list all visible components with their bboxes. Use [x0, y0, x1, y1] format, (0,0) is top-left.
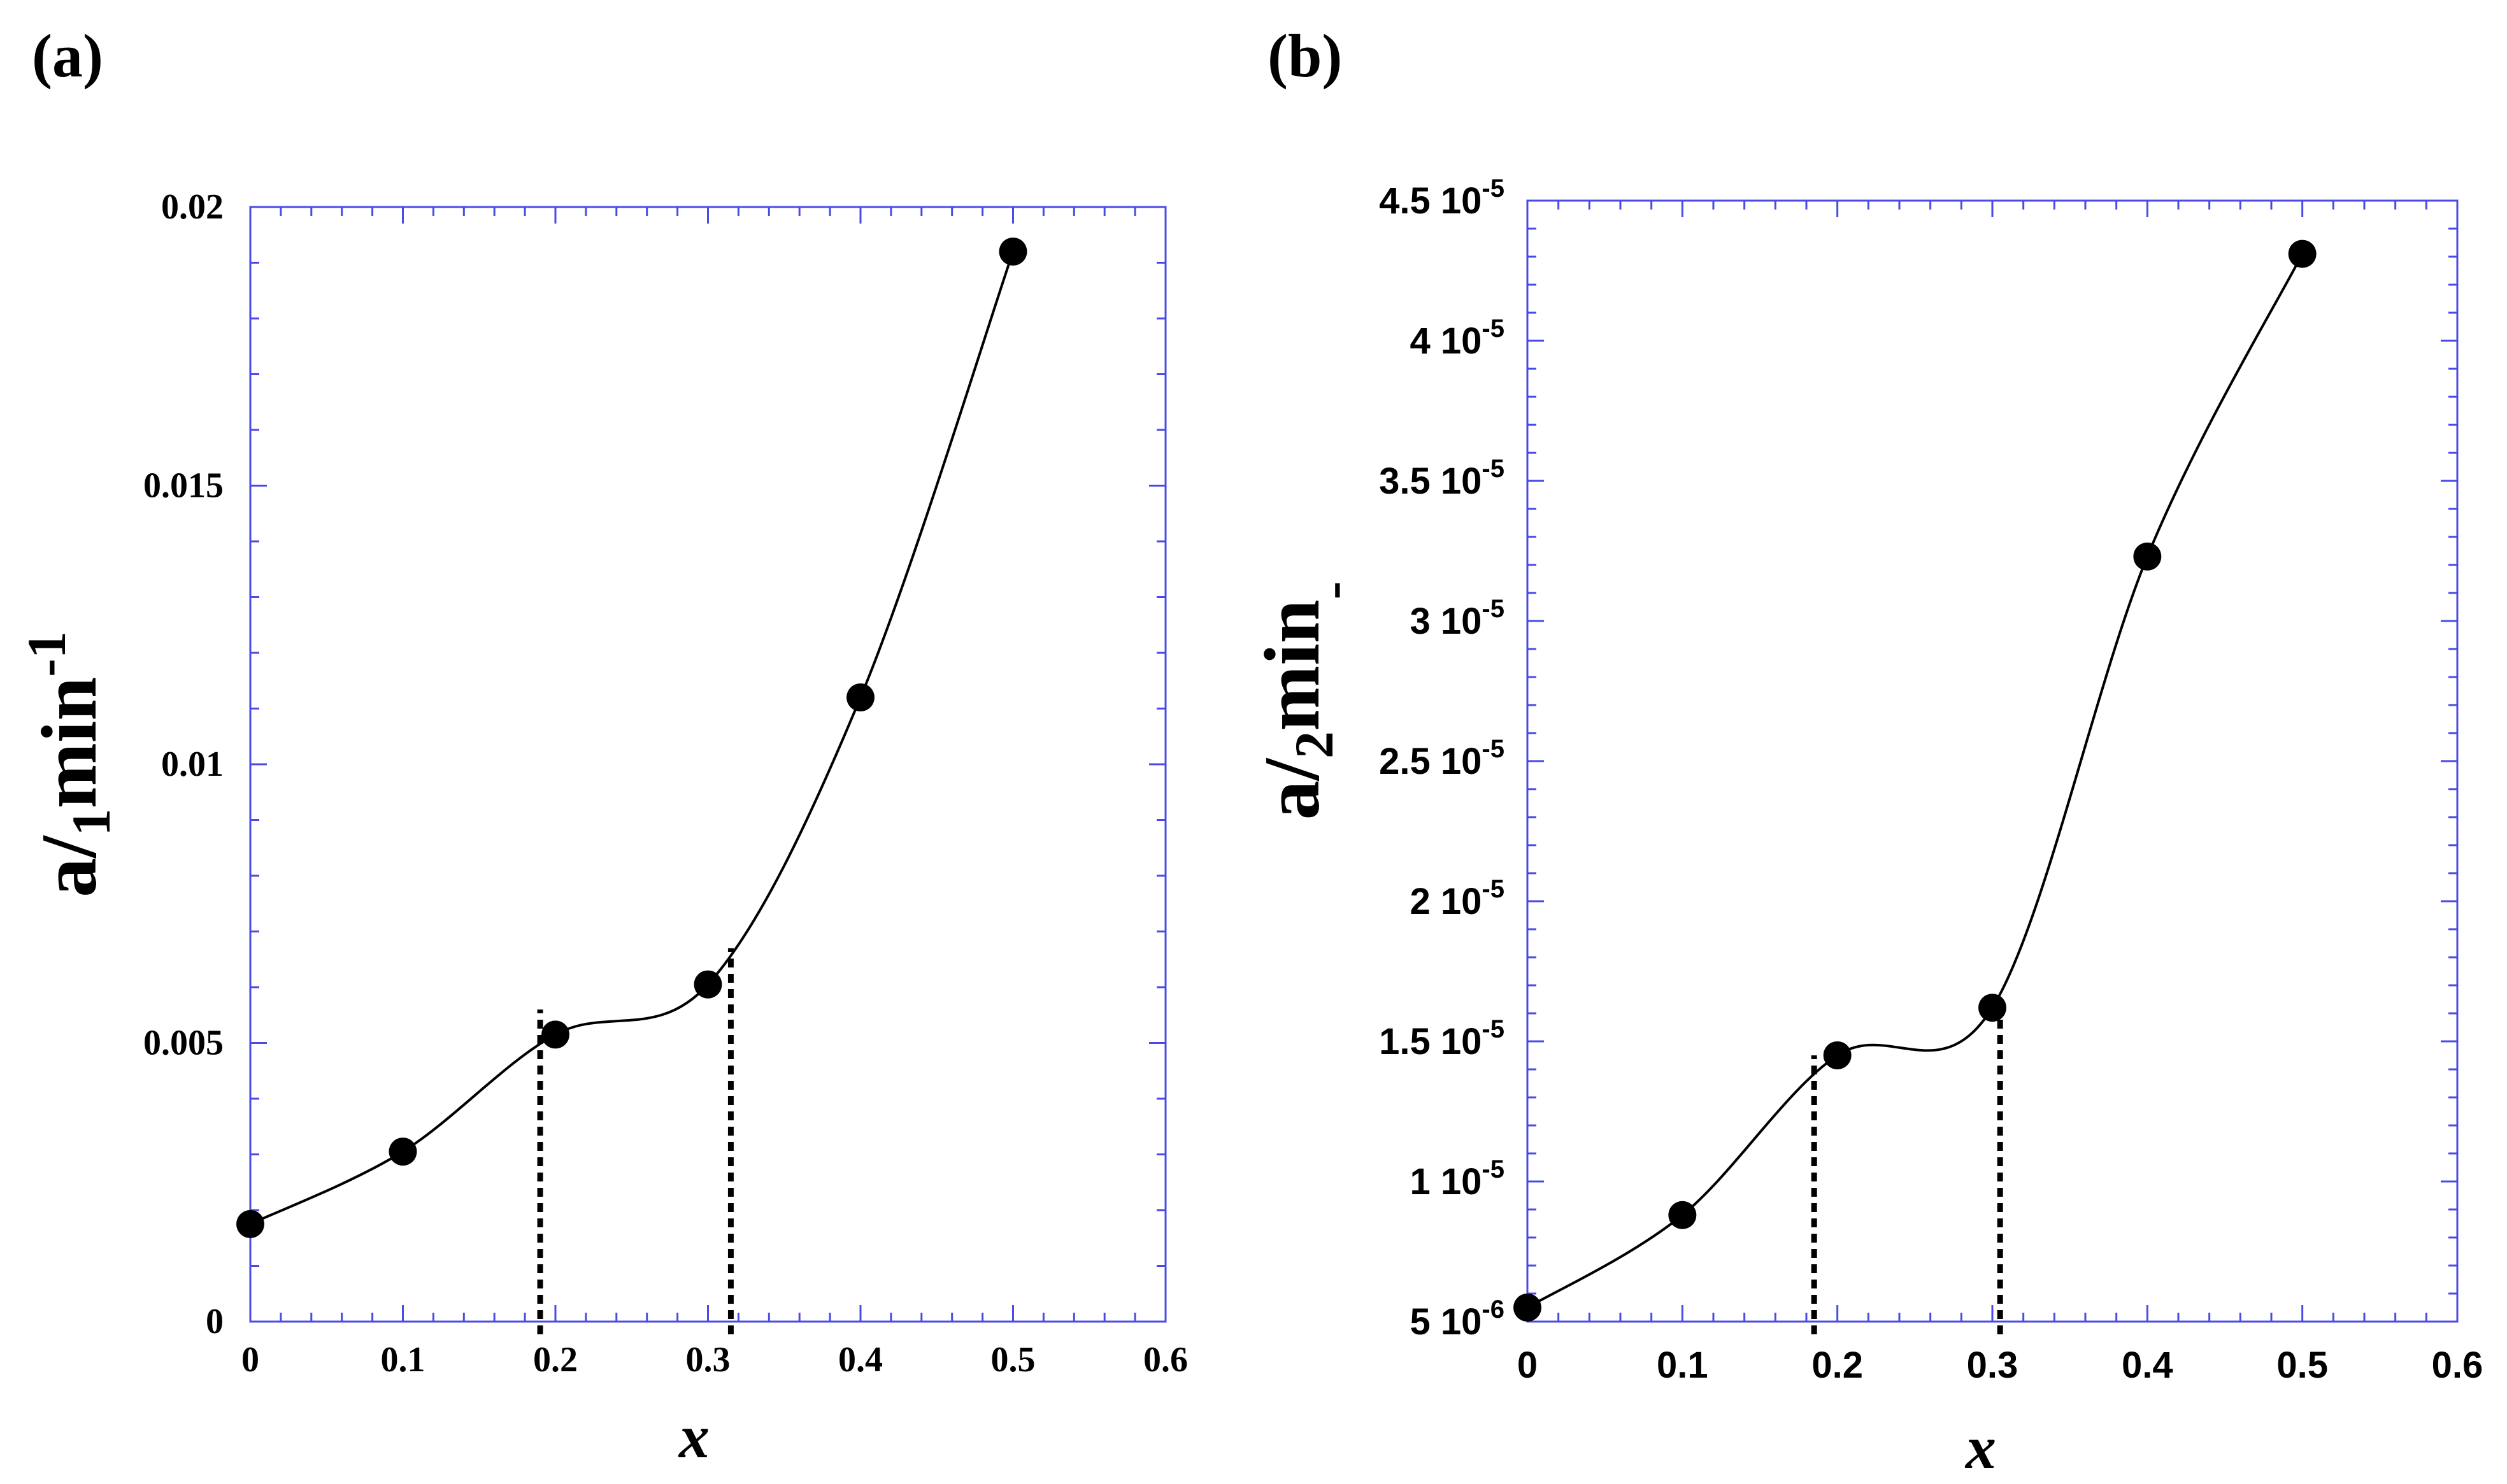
- x-tick-label: 0.3: [1967, 1345, 2018, 1386]
- plot-frame-a: [249, 206, 1167, 1323]
- x-tick-label: 0.5: [2276, 1345, 2328, 1386]
- data-point: [236, 1209, 264, 1238]
- y-axis-label-a-sub: 1: [61, 808, 122, 836]
- panel-label-b: (b): [1268, 22, 1342, 90]
- data-point: [2288, 239, 2317, 268]
- y-tick-label: 0.01: [161, 745, 224, 784]
- fit-curve-a: [250, 251, 1015, 1225]
- dotted-markers-a: [537, 948, 734, 1334]
- y-tick-mantissa: 4: [1410, 320, 1431, 362]
- x-axis-label-a: x: [678, 1402, 710, 1471]
- data-point: [2133, 542, 2162, 571]
- y-tick-label: 1.5 10-5: [1379, 1015, 1504, 1062]
- tick-marks-b: [1526, 199, 2459, 1323]
- y-tick-exponent: -5: [1482, 455, 1504, 483]
- x-tick-label: 0.3: [686, 1340, 731, 1380]
- y-tick-mantissa: 5: [1410, 1301, 1431, 1343]
- x-tick-label: 0: [241, 1340, 259, 1380]
- y-tick-label: 5 10-6: [1410, 1295, 1504, 1343]
- y-tick-base: 10: [1431, 601, 1482, 642]
- y-tick-base: 10: [1431, 1161, 1482, 1202]
- plot-frame-b: [1526, 199, 2459, 1323]
- y-tick-exponent: -5: [1482, 595, 1504, 623]
- y-tick-label: 0.015: [143, 466, 224, 506]
- y-tick-exponent: -5: [1482, 1155, 1504, 1183]
- y-tick-label: 3.5 10-5: [1379, 455, 1504, 502]
- y-axis-label-b-sub: 2: [1283, 731, 1345, 759]
- x-tick-label: 0.1: [1657, 1345, 1708, 1386]
- y-tick-mantissa: 3.5: [1379, 460, 1431, 502]
- y-tick-mantissa: 1.5: [1379, 1021, 1431, 1062]
- y-tick-base: 10: [1431, 460, 1482, 502]
- data-point: [1823, 1041, 1852, 1069]
- x-tick-label: 0.6: [2432, 1345, 2483, 1386]
- data-point: [999, 238, 1027, 266]
- y-tick-labels-a: 0 0.005 0.01 0.015 0.02: [143, 187, 224, 1341]
- x-tick-label: 0.1: [381, 1340, 425, 1380]
- y-tick-exponent: -6: [1482, 1295, 1504, 1323]
- y-tick-base: 10: [1431, 1021, 1482, 1062]
- fit-curve-b: [1526, 253, 2304, 1309]
- y-tick-exponent: -5: [1482, 875, 1504, 903]
- y-axis-label-a-sup: -1: [16, 631, 77, 677]
- x-tick-label: 0.5: [991, 1340, 1036, 1380]
- y-tick-exponent: -5: [1482, 1015, 1504, 1043]
- y-tick-mantissa: 1: [1410, 1161, 1431, 1202]
- x-tick-label: 0.6: [1143, 1340, 1188, 1380]
- x-tick-label: 0: [1517, 1345, 1538, 1386]
- x-tick-labels-b: 0 0.1 0.2 0.3 0.4 0.5 0.6: [1517, 1345, 2483, 1386]
- x-tick-labels-a: 0 0.1 0.2 0.3 0.4 0.5 0.6: [241, 1340, 1188, 1380]
- y-tick-label: 2.5 10-5: [1379, 735, 1504, 782]
- data-point: [541, 1020, 569, 1049]
- x-axis-label-b: x: [1964, 1413, 1996, 1481]
- y-axis-label-a-base: a/: [25, 835, 113, 897]
- dotted-markers-b: [1811, 1013, 2003, 1334]
- chart-a: (a) 0 0.1 0.2 0.3 0.4 0.5 0.6 00.0050.010.0150…: [16, 22, 1188, 1471]
- y-tick-labels-b: 5 10-61 10-51.5 10-52 10-52.5 10-53 10-5…: [1379, 175, 1504, 1343]
- y-tick-mantissa: 2: [1410, 881, 1431, 922]
- data-point: [694, 970, 722, 999]
- y-tick-mantissa: 3: [1410, 601, 1431, 642]
- x-tick-label: 0.4: [2122, 1345, 2173, 1386]
- y-tick-base: 10: [1431, 320, 1482, 362]
- y-tick-base: 10: [1431, 1301, 1482, 1343]
- data-points-a: [236, 238, 1027, 1238]
- panel-label-a: (a): [32, 22, 103, 90]
- y-tick-label: 0.005: [143, 1024, 224, 1063]
- y-tick-base: 10: [1431, 741, 1482, 782]
- data-points-b: [1513, 239, 2317, 1322]
- data-point: [1668, 1201, 1697, 1229]
- y-axis-label-b-sup: -: [1301, 581, 1362, 600]
- y-tick-base: 10: [1431, 180, 1482, 222]
- y-tick-mantissa: 4.5: [1379, 180, 1431, 222]
- y-tick-label: 3 10-5: [1410, 595, 1504, 642]
- y-tick-label: 4 10-5: [1410, 315, 1504, 362]
- y-tick-mantissa: 2.5: [1379, 741, 1431, 782]
- y-tick-exponent: -5: [1482, 315, 1504, 343]
- y-tick-label: 1 10-5: [1410, 1155, 1504, 1202]
- data-point: [389, 1138, 417, 1166]
- x-tick-label: 0.2: [533, 1340, 578, 1380]
- y-tick-label: 0.02: [161, 187, 224, 227]
- x-tick-label: 0.4: [838, 1340, 883, 1380]
- y-tick-label: 4.5 10-5: [1379, 175, 1504, 222]
- y-axis-label-a-unit: min: [25, 677, 113, 809]
- y-tick-label: 2 10-5: [1410, 875, 1504, 922]
- data-point: [1513, 1294, 1541, 1322]
- y-axis-label-b: a/2min-: [1248, 581, 1362, 820]
- tick-marks-a: [249, 206, 1167, 1323]
- y-axis-label-b-base: a/: [1248, 757, 1336, 820]
- y-tick-exponent: -5: [1482, 175, 1504, 203]
- x-tick-label: 0.2: [1811, 1345, 1863, 1386]
- y-tick-label: 0: [206, 1302, 224, 1341]
- data-point: [1978, 994, 2006, 1022]
- chart-b: (b) 0 0.1 0.2 0.3 0.4 0.5 0.6 5 10-61 10-51.5 …: [1248, 22, 2483, 1481]
- y-axis-label-a: a/1min-1: [16, 631, 122, 897]
- y-tick-exponent: -5: [1482, 735, 1504, 763]
- y-tick-base: 10: [1431, 881, 1482, 922]
- data-point: [846, 683, 875, 711]
- y-axis-label-b-unit: min: [1248, 599, 1336, 731]
